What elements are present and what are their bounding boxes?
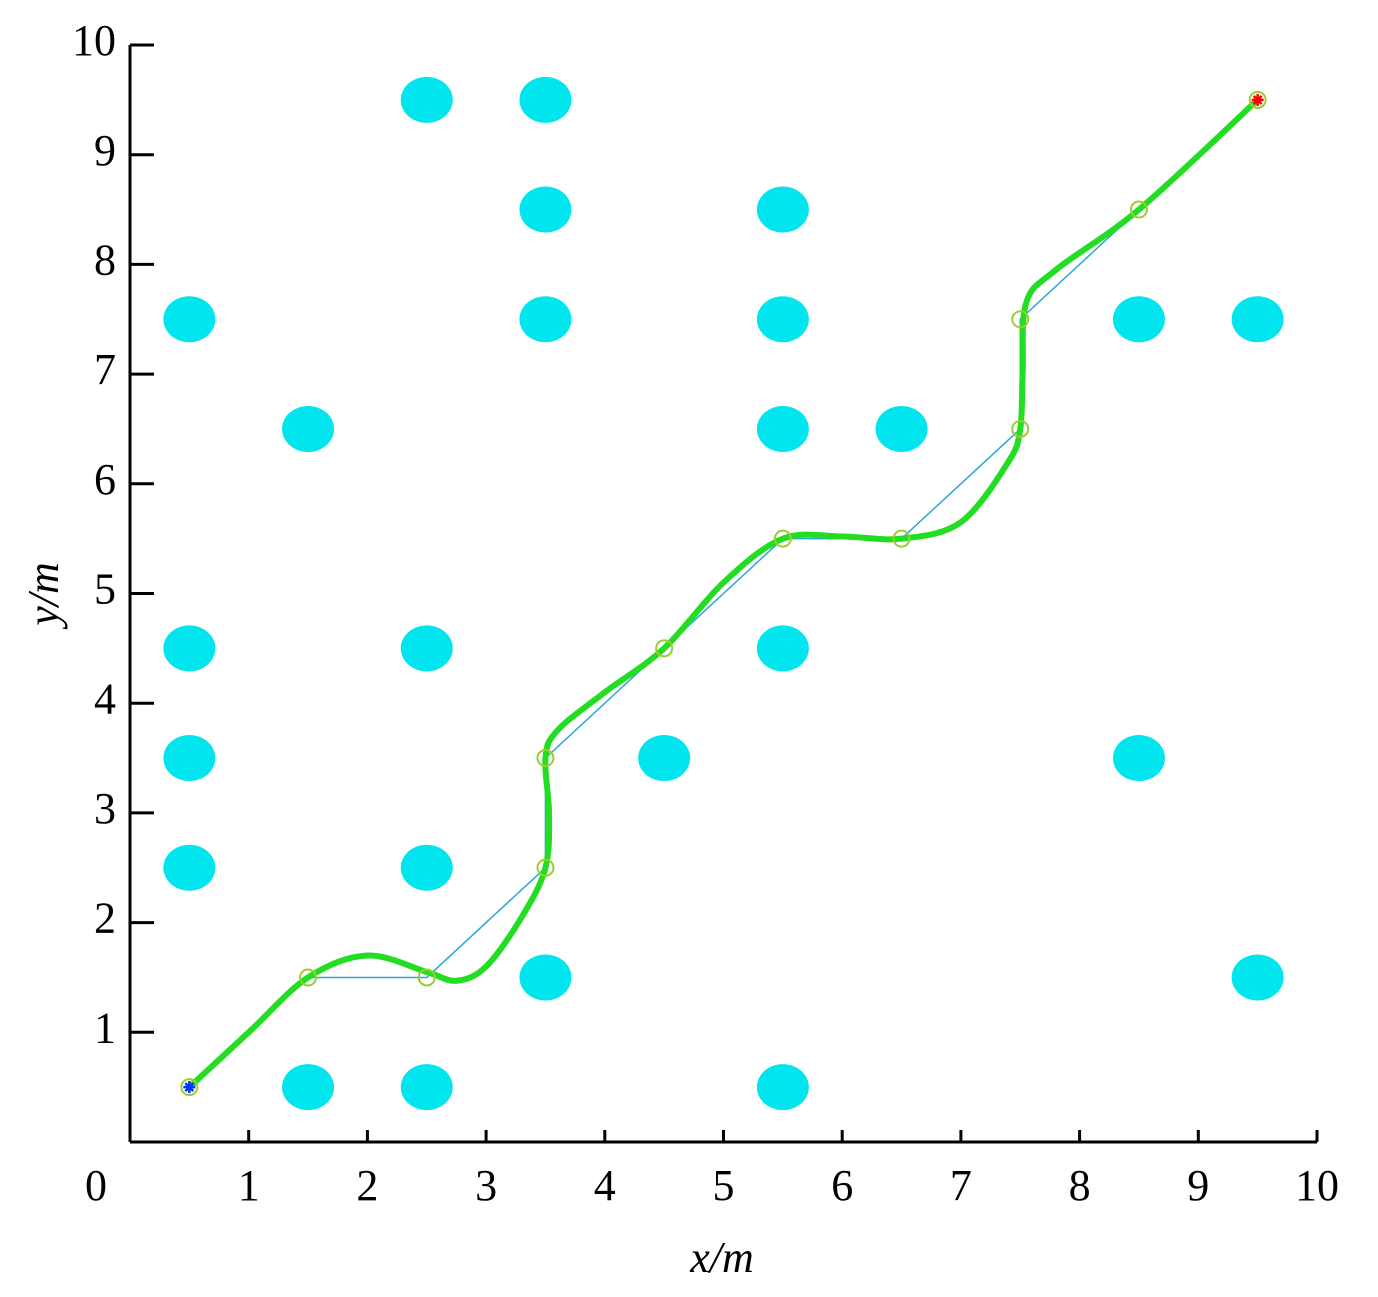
obstacle bbox=[756, 296, 809, 343]
smooth-path bbox=[187, 97, 1260, 1090]
obstacle bbox=[1112, 296, 1165, 343]
obstacle bbox=[1231, 954, 1284, 1001]
x-tick-label: 2 bbox=[356, 1161, 378, 1210]
obstacle bbox=[400, 76, 453, 123]
obstacle bbox=[282, 405, 335, 452]
waypoint bbox=[892, 529, 911, 548]
obstacle bbox=[519, 186, 572, 233]
y-axis-label: y/m bbox=[19, 562, 68, 630]
obstacle bbox=[875, 405, 928, 452]
y-tick-label: 6 bbox=[94, 455, 116, 504]
x-tick-label: 4 bbox=[594, 1161, 616, 1210]
waypoint bbox=[1011, 310, 1030, 329]
waypoint bbox=[773, 529, 792, 548]
y-tick-label: 3 bbox=[94, 784, 116, 833]
obstacle bbox=[400, 1064, 453, 1111]
y-tick-label: 7 bbox=[94, 345, 116, 394]
x-tick-label: 9 bbox=[1187, 1161, 1209, 1210]
x-tick-label: 7 bbox=[950, 1161, 972, 1210]
waypoint bbox=[1129, 200, 1148, 219]
y-tick-label: 9 bbox=[94, 126, 116, 175]
obstacle bbox=[1231, 296, 1284, 343]
waypoint bbox=[536, 858, 555, 877]
obstacle bbox=[163, 844, 216, 891]
x-tick-label: 6 bbox=[831, 1161, 853, 1210]
x-axis-label: x/m bbox=[689, 1233, 754, 1282]
x-tick-label: 8 bbox=[1069, 1161, 1091, 1210]
obstacle bbox=[756, 1064, 809, 1111]
obstacle bbox=[519, 954, 572, 1001]
waypoint bbox=[655, 639, 674, 658]
obstacle bbox=[638, 735, 691, 782]
obstacle bbox=[400, 625, 453, 672]
waypoint bbox=[1011, 419, 1030, 438]
y-tick-label: 1 bbox=[94, 1003, 116, 1052]
waypoint bbox=[180, 1078, 199, 1097]
y-tick-label: 2 bbox=[94, 894, 116, 943]
x-tick-label: 10 bbox=[1295, 1161, 1339, 1210]
y-tick-label: 10 bbox=[72, 16, 116, 65]
obstacle bbox=[756, 625, 809, 672]
waypoint-line bbox=[188, 99, 1259, 1088]
obstacle bbox=[756, 186, 809, 233]
obstacle bbox=[163, 296, 216, 343]
waypoint bbox=[1248, 90, 1267, 109]
obstacle bbox=[519, 296, 572, 343]
x-tick-label: 0 bbox=[85, 1161, 107, 1210]
y-tick-label: 5 bbox=[94, 565, 116, 614]
obstacle bbox=[163, 735, 216, 782]
x-tick-label: 3 bbox=[475, 1161, 497, 1210]
x-tick-label: 1 bbox=[238, 1161, 260, 1210]
goal-marker bbox=[1251, 93, 1264, 106]
obstacle bbox=[282, 1064, 335, 1111]
start-marker bbox=[183, 1081, 196, 1094]
obstacle bbox=[1112, 735, 1165, 782]
obstacle bbox=[756, 405, 809, 452]
waypoint bbox=[417, 968, 436, 987]
obstacle bbox=[519, 76, 572, 123]
obstacle bbox=[163, 625, 216, 672]
waypoint bbox=[536, 749, 555, 768]
y-tick-label: 8 bbox=[94, 235, 116, 284]
x-tick-label: 5 bbox=[713, 1161, 735, 1210]
obstacle bbox=[400, 844, 453, 891]
waypoint bbox=[299, 968, 318, 987]
y-tick-label: 4 bbox=[94, 674, 116, 723]
